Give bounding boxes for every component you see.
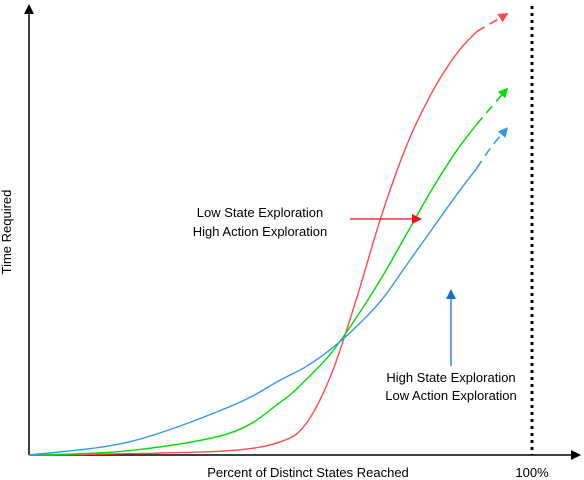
annotation-low-state-line1: Low State Exploration xyxy=(197,205,323,220)
series-0 xyxy=(28,12,509,456)
series-0-dashed-extension xyxy=(476,12,509,33)
series-1-dashed-extension xyxy=(476,87,509,125)
series-2 xyxy=(28,127,509,456)
annotation-low-state-line2: High Action Exploration xyxy=(193,224,327,239)
series-1 xyxy=(28,87,509,456)
annotation-high-state-line2: Low Action Exploration xyxy=(385,388,517,403)
y-axis-label: Time Required xyxy=(0,190,14,275)
series-layer xyxy=(28,12,509,456)
x-tick-label: 100% xyxy=(515,465,549,480)
series-1-solid-line xyxy=(28,123,478,456)
series-2-dashed-extension xyxy=(476,127,509,169)
series-2-solid-line xyxy=(28,167,478,456)
series-0-solid-line xyxy=(28,31,478,456)
x-axis-label: Percent of Distinct States Reached xyxy=(207,465,409,480)
annotation-high-state-line1: High State Exploration xyxy=(386,370,515,385)
